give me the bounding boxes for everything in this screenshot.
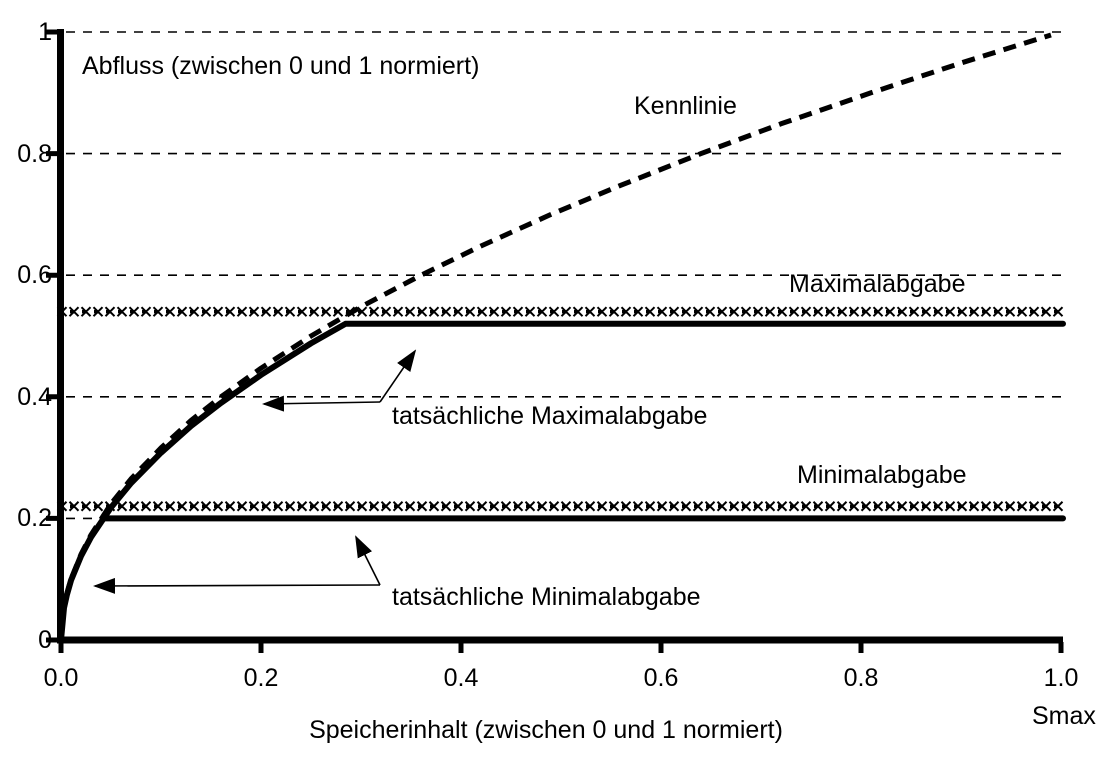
x-tick-label-0.2: 0.2 (243, 664, 279, 692)
annotation-arrow-4 (355, 535, 381, 586)
x-tick-label-1.0: 1.0 (1043, 664, 1079, 692)
x-tick-label-0.8: 0.8 (843, 664, 879, 692)
tatsaechliche-maximalabgabe-curve (58, 320, 1066, 643)
y-tick-label-0.8: 0.8 (17, 139, 52, 168)
y-tick-label-0: 0 (38, 626, 52, 654)
y-tick-label-0.6: 0.6 (17, 261, 52, 290)
series-label-maximalabgabe: Maximalabgabe (789, 270, 966, 298)
y-axis-ticks (46, 29, 58, 643)
annotation-arrow-2 (379, 349, 417, 403)
annotation-tatsaechliche-maximalabgabe: tatsächliche Maximalabgabe (392, 402, 708, 430)
annotation-arrow-3 (93, 577, 381, 594)
y-tick-label-1: 1 (38, 18, 52, 46)
annotation-tatsaechliche-minimalabgabe: tatsächliche Minimalabgabe (392, 583, 701, 611)
x-tick-label-0.6: 0.6 (643, 664, 679, 692)
x-axis-title: Speicherinhalt (zwischen 0 und 1 normier… (309, 716, 783, 744)
y-tick-label-0.2: 0.2 (17, 504, 52, 533)
x-axis-unit-label-smax: Smax (1032, 702, 1096, 730)
annotation-arrow-1 (262, 395, 381, 412)
y-tick-label-0.4: 0.4 (17, 382, 52, 411)
x-axis-ticks (58, 642, 1064, 653)
series-label-kennlinie: Kennlinie (634, 92, 737, 120)
y-axis-title: Abfluss (zwischen 0 und 1 normiert) (82, 52, 480, 80)
series-label-minimalabgabe: Minimalabgabe (797, 461, 967, 489)
x-tick-label-0.0: 0.0 (43, 664, 79, 692)
kennlinie-curve (58, 32, 1052, 641)
x-tick-label-0.4: 0.4 (443, 664, 479, 692)
